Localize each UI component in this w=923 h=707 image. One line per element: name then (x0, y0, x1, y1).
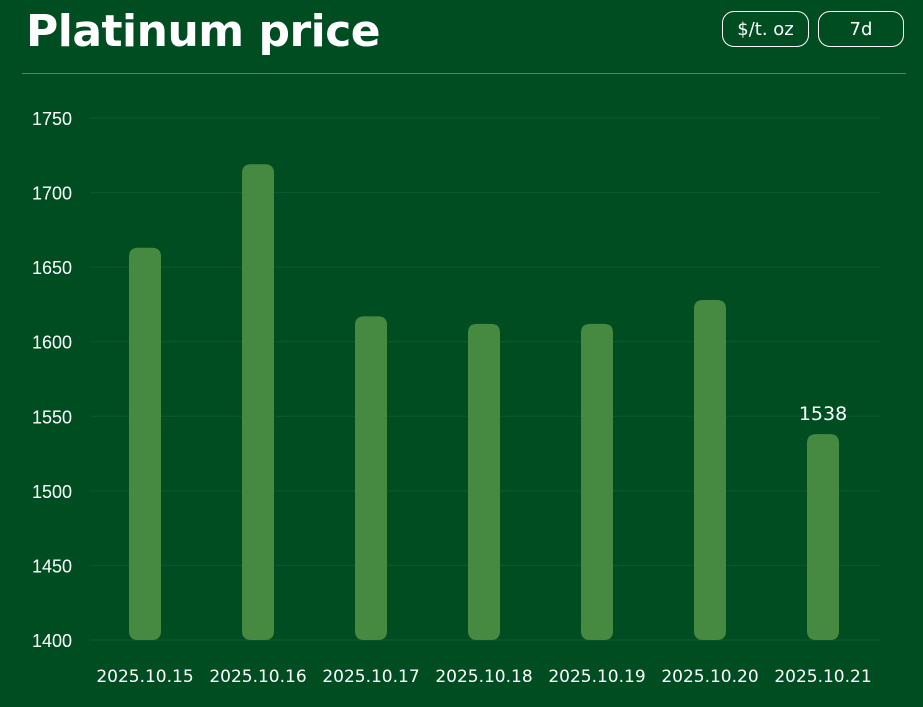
y-tick-label: 1650 (32, 258, 72, 278)
bar-2025.10.16[interactable] (242, 164, 274, 640)
y-tick-label: 1750 (32, 109, 72, 129)
chart-controls: $/t. oz 7d (722, 11, 904, 47)
y-tick-label: 1700 (32, 184, 72, 204)
bar-2025.10.19[interactable] (581, 323, 613, 640)
page-title: Platinum price (26, 6, 381, 57)
y-tick-label: 1600 (32, 333, 72, 353)
data-label: 1538 (799, 403, 847, 425)
x-tick-label: 2025.10.16 (209, 667, 306, 687)
y-tick-label: 1400 (32, 631, 72, 651)
header-divider (22, 73, 906, 74)
x-tick-label: 2025.10.15 (96, 667, 193, 687)
bar-2025.10.18[interactable] (468, 323, 500, 640)
y-tick-label: 1500 (32, 482, 72, 502)
x-tick-label: 2025.10.19 (548, 667, 645, 687)
unit-selector-button[interactable]: $/t. oz (722, 11, 809, 47)
bar-2025.10.21[interactable] (807, 434, 839, 640)
x-tick-label: 2025.10.20 (661, 667, 758, 687)
x-tick-label: 2025.10.21 (774, 667, 871, 687)
x-tick-label: 2025.10.17 (322, 667, 419, 687)
bar-2025.10.20[interactable] (694, 299, 726, 640)
x-tick-label: 2025.10.18 (435, 667, 532, 687)
bar-2025.10.15[interactable] (129, 247, 161, 641)
y-tick-label: 1550 (32, 407, 72, 427)
time-range-button[interactable]: 7d (818, 11, 904, 47)
y-tick-label: 1450 (32, 556, 72, 576)
bar-2025.10.17[interactable] (355, 316, 387, 640)
